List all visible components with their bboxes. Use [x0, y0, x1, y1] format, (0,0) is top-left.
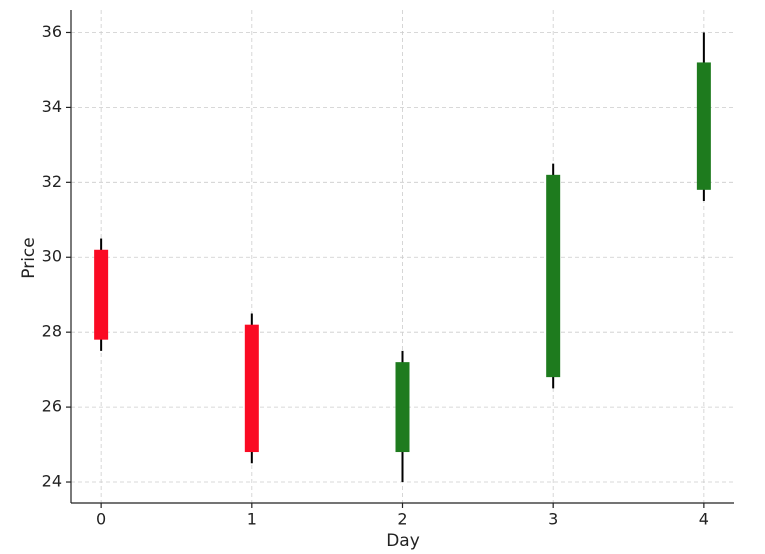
candle-body: [395, 362, 410, 453]
x-tick-label: 0: [96, 510, 106, 529]
x-axis-label: Day: [386, 531, 420, 551]
y-tick-label: 26: [42, 397, 62, 416]
candle-body: [696, 62, 711, 190]
y-tick-label: 32: [42, 172, 62, 191]
x-tick-label: 2: [397, 510, 407, 529]
y-tick-label: 30: [42, 247, 62, 266]
y-tick-label: 34: [42, 97, 62, 116]
candle-body: [94, 249, 109, 340]
x-tick-label: 3: [548, 510, 558, 529]
y-tick-label: 24: [42, 472, 62, 491]
candle-body: [244, 324, 259, 453]
candle-body: [546, 174, 561, 378]
y-tick-label: 28: [42, 322, 62, 341]
x-tick-label: 1: [247, 510, 257, 529]
y-axis-label: Price: [19, 237, 39, 278]
x-tick-label: 4: [699, 510, 709, 529]
y-tick-label: 36: [42, 22, 62, 41]
